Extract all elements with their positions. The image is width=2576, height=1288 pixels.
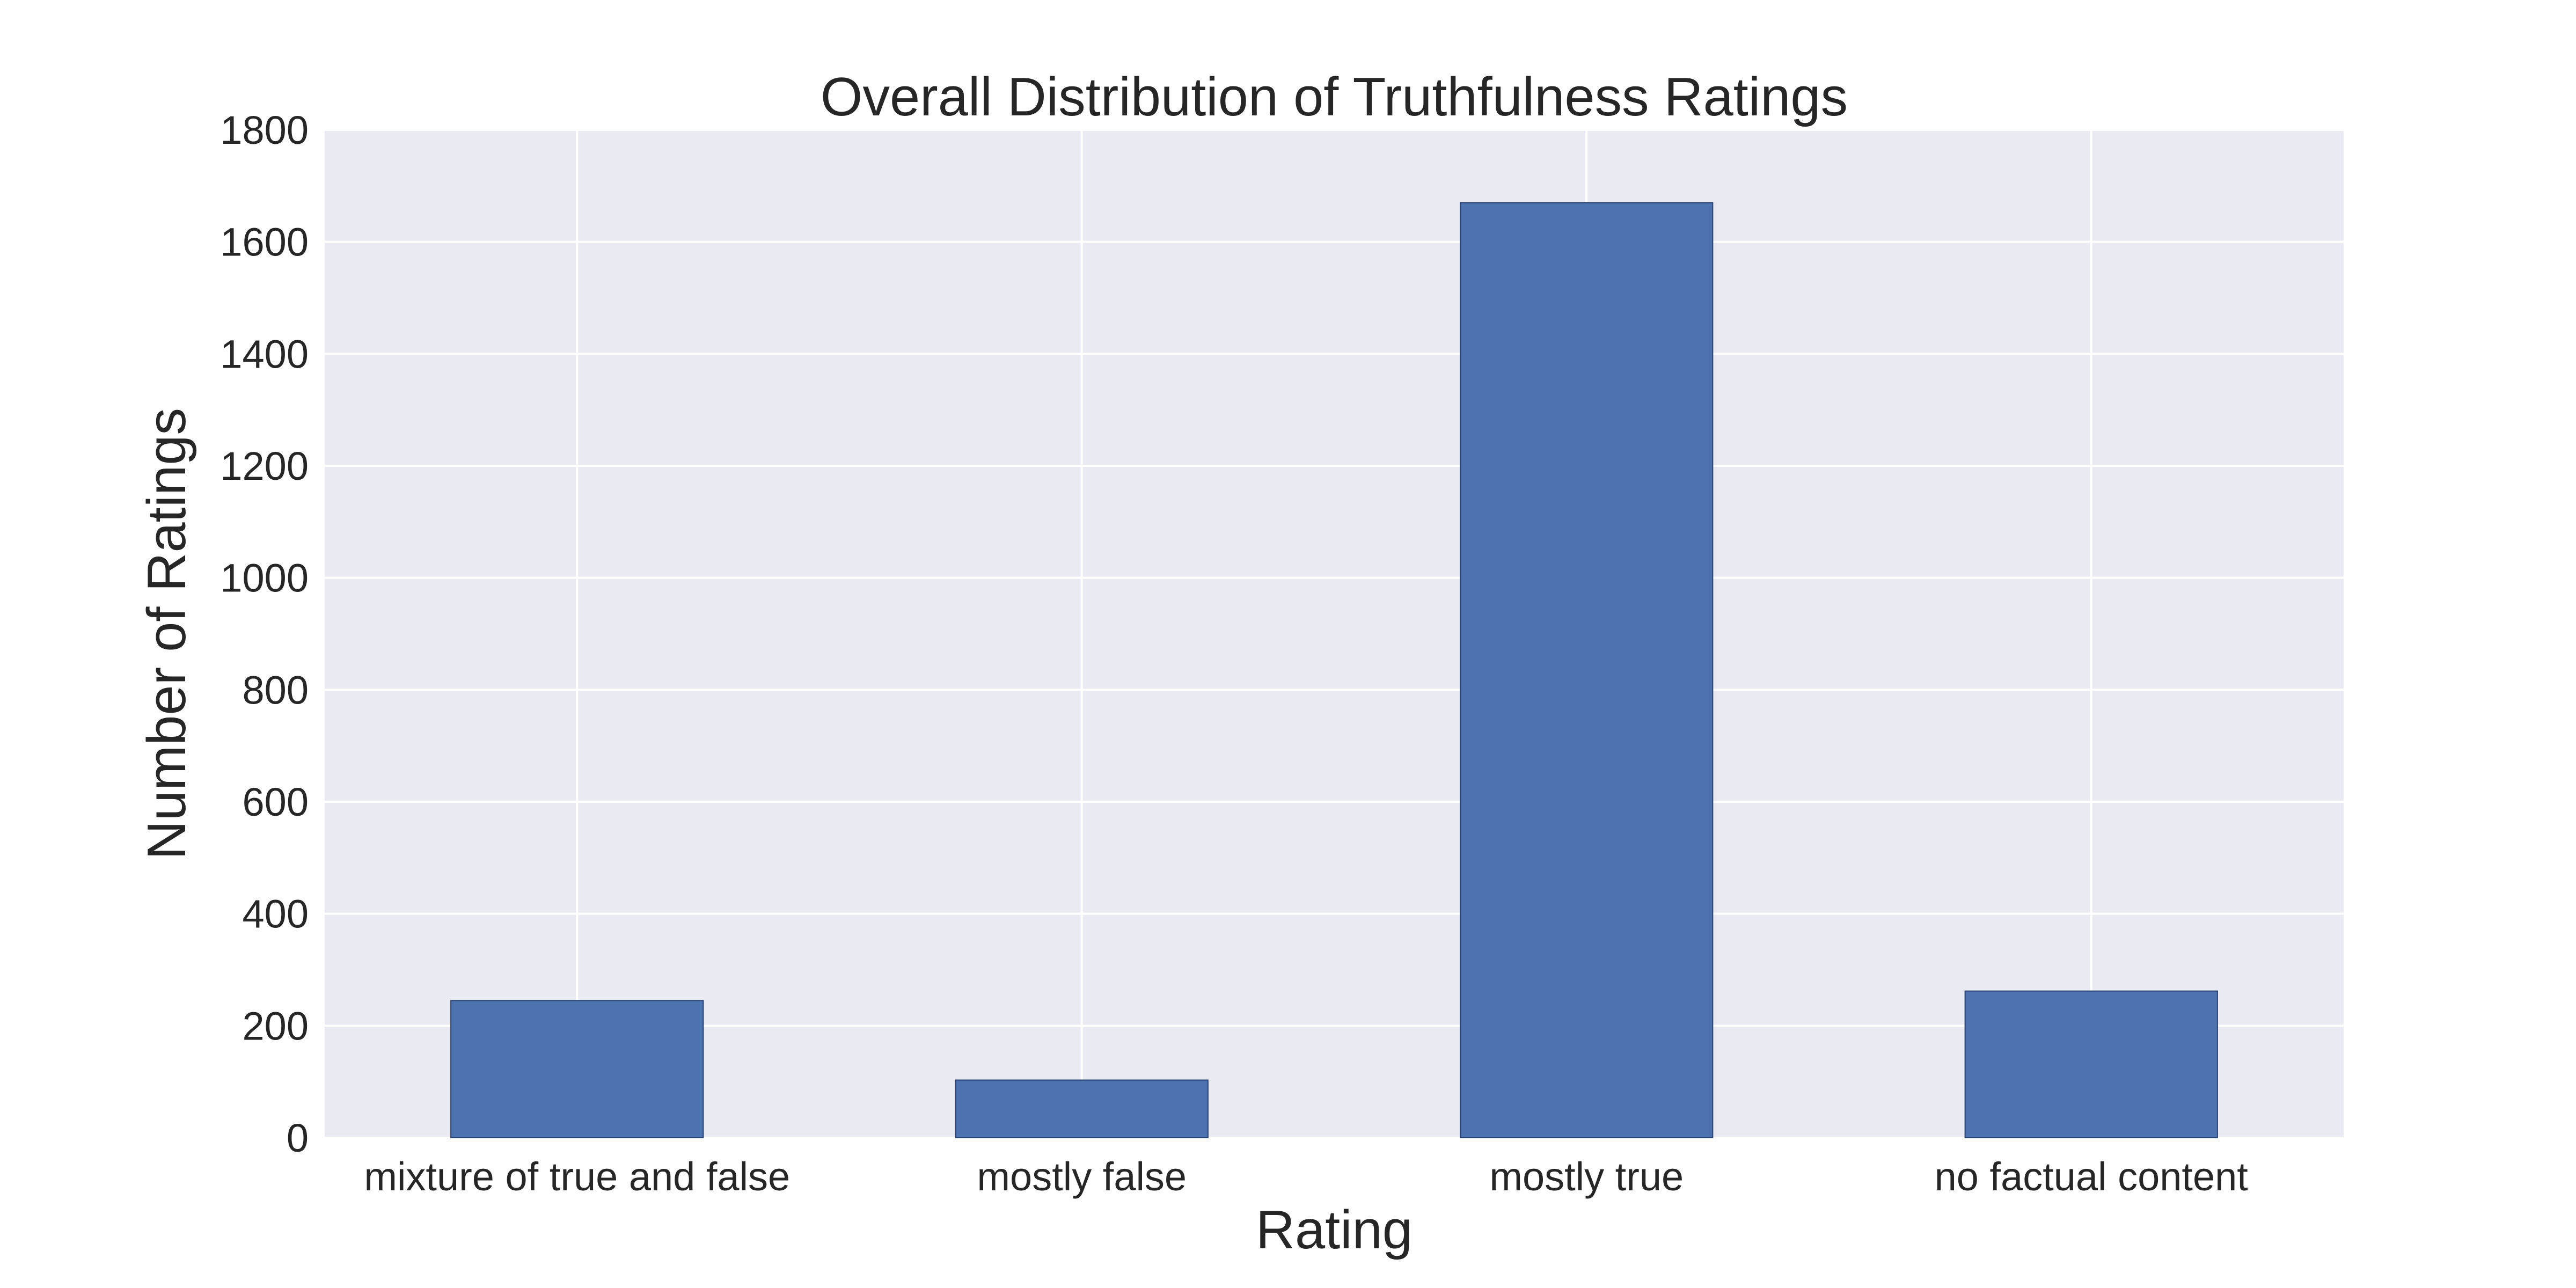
y-tick-label: 1800 [220,108,309,152]
y-tick-label: 0 [287,1116,309,1160]
bar-mostly-true [1460,202,1714,1139]
y-tick-label: 1600 [220,220,309,265]
x-tick-label: mostly false [977,1154,1187,1199]
bar-no-factual-content [1964,990,2218,1138]
y-tick-label: 200 [243,1004,309,1048]
x-axis-label: Rating [1256,1200,1413,1260]
x-tick-label: mixture of true and false [364,1154,790,1199]
bars [450,202,2218,1139]
y-tick-label: 800 [243,668,309,712]
x-axis-ticks: mixture of true and false mostly false mos… [364,1154,2248,1199]
bar-mostly-false [955,1079,1209,1138]
x-tick-label: no factual content [1935,1154,2249,1199]
y-tick-label: 600 [243,780,309,824]
bar-mixture-of-true-and-false [450,1000,704,1138]
plot-area [325,130,2344,1138]
y-tick-label: 400 [243,892,309,936]
y-tick-label: 1000 [220,556,309,601]
y-axis-label: Number of Ratings [137,408,197,860]
y-tick-label: 1400 [220,332,309,376]
x-tick-label: mostly true [1489,1154,1684,1199]
y-axis-ticks: 0 200 400 600 800 1000 1200 1400 1600 1800 [220,108,309,1160]
y-tick-label: 1200 [220,444,309,488]
chart-title: Overall Distribution of Truthfulness Rat… [821,67,1848,127]
